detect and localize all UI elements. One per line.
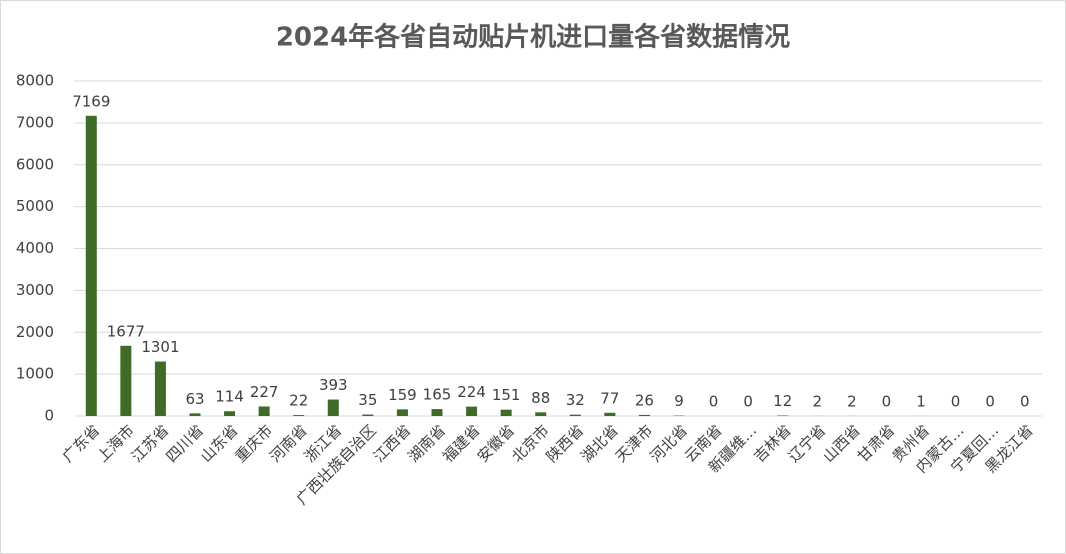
data-label: 159 — [388, 386, 417, 404]
data-label: 224 — [457, 383, 486, 401]
bar — [327, 399, 339, 416]
y-tick-label: 0 — [44, 407, 54, 425]
y-tick-label: 2000 — [16, 323, 54, 341]
data-label: 1301 — [141, 338, 179, 356]
y-tick-label: 7000 — [16, 113, 54, 131]
data-label: 2 — [813, 392, 823, 410]
data-label: 9 — [674, 392, 684, 410]
data-label: 77 — [600, 389, 619, 407]
bar — [362, 414, 374, 416]
data-label: 1677 — [107, 322, 145, 340]
bar — [189, 413, 201, 416]
bar — [535, 412, 547, 416]
data-label: 0 — [743, 393, 753, 411]
data-label: 114 — [215, 388, 244, 406]
data-label: 63 — [185, 390, 204, 408]
data-label: 0 — [1020, 393, 1030, 411]
bar — [466, 406, 478, 416]
data-label: 393 — [319, 376, 348, 394]
bar — [120, 345, 132, 416]
data-label: 2 — [847, 392, 857, 410]
data-label: 165 — [423, 386, 452, 404]
data-label: 88 — [531, 389, 550, 407]
data-label: 22 — [289, 392, 308, 410]
bar — [85, 115, 97, 416]
data-label: 0 — [709, 393, 719, 411]
data-label: 35 — [358, 391, 377, 409]
bar — [396, 409, 408, 416]
data-label: 0 — [985, 393, 995, 411]
data-label: 151 — [492, 386, 521, 404]
y-tick-label: 5000 — [16, 197, 54, 215]
data-label: 32 — [566, 391, 585, 409]
bar — [569, 414, 581, 416]
bar — [431, 409, 443, 416]
bar — [258, 406, 270, 416]
data-label: 0 — [951, 393, 961, 411]
data-label: 1 — [916, 392, 926, 410]
data-label: 0 — [882, 393, 892, 411]
y-tick-label: 6000 — [16, 155, 54, 173]
chart-title: 2024年各省自动贴片机进口量各省数据情况 — [276, 22, 790, 53]
y-tick-label: 1000 — [16, 365, 54, 383]
bar — [500, 409, 512, 416]
data-label: 7169 — [72, 92, 110, 110]
data-label: 227 — [250, 383, 279, 401]
bar — [638, 414, 650, 416]
bar — [777, 415, 789, 416]
bar — [293, 415, 305, 416]
y-tick-label: 3000 — [16, 281, 54, 299]
data-label: 26 — [635, 391, 654, 409]
bar — [154, 361, 166, 416]
y-tick-label: 4000 — [16, 239, 54, 257]
bar — [224, 411, 236, 416]
y-tick-label: 8000 — [16, 72, 54, 90]
data-label: 12 — [773, 392, 792, 410]
bar — [604, 412, 616, 416]
